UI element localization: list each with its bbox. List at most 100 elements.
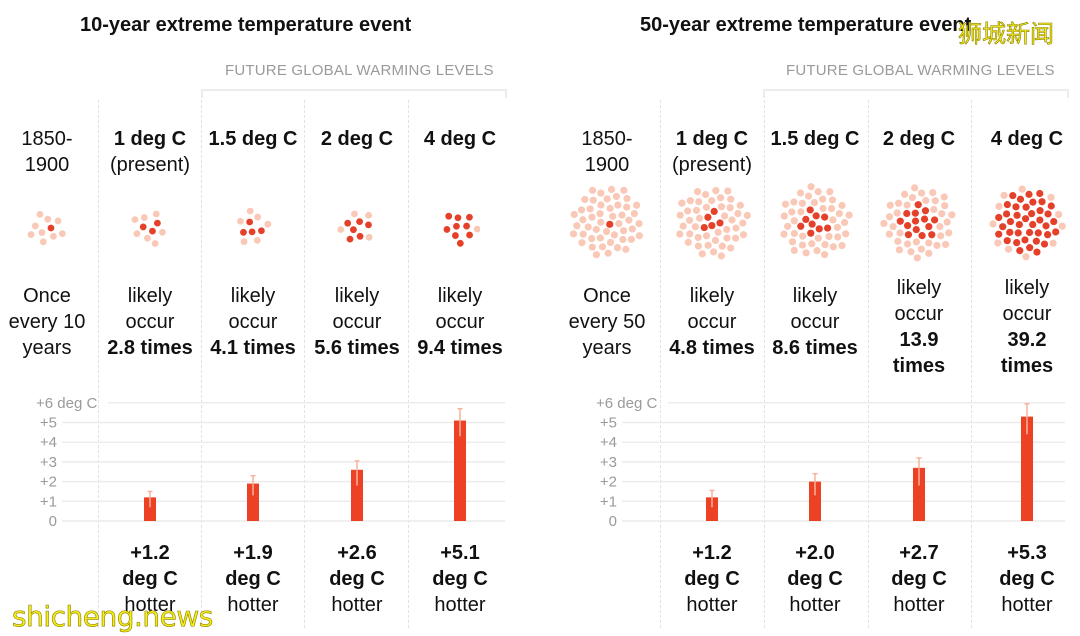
frequency-text: likely occur 4.8 times: [661, 283, 763, 361]
warming-level-label: 1.5 deg C: [208, 128, 298, 150]
dot-baseline: [821, 240, 829, 249]
dot-baseline: [597, 201, 605, 209]
temperature-increase-suffix: hotter: [331, 594, 383, 616]
dot-baseline: [925, 249, 933, 257]
dot-baseline: [44, 215, 52, 223]
dot-occurrence: [912, 225, 920, 234]
column-header: 4 deg C: [976, 126, 1078, 152]
dot-baseline: [38, 229, 46, 237]
dot-baseline: [630, 209, 638, 218]
warming-level-label: 1 deg C: [675, 128, 749, 150]
dot-baseline: [933, 241, 941, 250]
temperature-increase: +1.2 deg C hotter: [99, 540, 201, 618]
dot-baseline: [602, 227, 611, 236]
dot-baseline: [1000, 191, 1008, 199]
dot-baseline: [614, 201, 622, 209]
frequency-dot-cluster: [880, 184, 956, 262]
dot-baseline: [684, 238, 692, 246]
y-tick-label: +5: [600, 415, 617, 432]
frequency-description: likely occur: [1002, 277, 1052, 325]
dot-baseline: [814, 234, 822, 242]
dot-baseline: [840, 218, 849, 227]
dot-occurrence: [466, 213, 473, 221]
dot-occurrence: [1021, 215, 1030, 223]
dot-baseline: [337, 226, 345, 233]
panel-50-year: 50-year extreme temperature event FUTURE…: [560, 0, 1080, 636]
dot-baseline: [632, 201, 641, 209]
y-tick-label: +6 deg C: [596, 395, 657, 412]
dot-occurrence: [1033, 248, 1041, 256]
dot-baseline: [692, 206, 701, 214]
dot-occurrence: [149, 227, 156, 235]
bar: [454, 420, 466, 521]
dot-baseline: [931, 197, 939, 205]
dot-baseline: [708, 197, 716, 205]
dot-occurrence: [1044, 210, 1052, 218]
dot-baseline: [152, 210, 160, 218]
dot-baseline: [994, 239, 1002, 247]
dot-occurrence: [1003, 200, 1011, 209]
warming-level-label: 2 deg C: [882, 128, 956, 150]
dot-occurrence: [1014, 229, 1022, 237]
dot-baseline: [723, 234, 731, 242]
dot-baseline: [704, 241, 712, 249]
y-tick-label: +2: [600, 474, 617, 491]
dot-baseline: [917, 189, 926, 197]
dot-baseline: [635, 232, 643, 240]
dot-occurrence: [1047, 202, 1055, 210]
dot-occurrence: [139, 223, 147, 231]
dot-baseline: [1054, 210, 1063, 219]
column-header: 1850- 1900: [0, 126, 98, 178]
dot-baseline: [606, 238, 615, 247]
period-label: 1850- 1900: [581, 128, 633, 176]
dot-occurrence: [456, 239, 464, 247]
column-header: 2 deg C: [306, 126, 408, 152]
frequency-description: Once every 10 years: [8, 285, 86, 359]
frequency-multiplier: 4.1 times: [210, 337, 296, 359]
dot-baseline: [686, 230, 694, 238]
frequency-description: likely occur: [687, 285, 737, 333]
dot-baseline: [945, 229, 953, 237]
dot-baseline: [804, 192, 813, 200]
dot-baseline: [622, 245, 630, 253]
dot-baseline: [821, 251, 829, 259]
dot-occurrence: [806, 206, 814, 214]
dot-occurrence: [1036, 216, 1044, 224]
frequency-dot-cluster: [780, 183, 853, 259]
y-tick-label: +3: [40, 454, 57, 471]
dot-baseline: [365, 211, 373, 219]
dot-baseline: [913, 254, 921, 262]
dot-baseline: [995, 202, 1003, 210]
dot-occurrence: [911, 209, 919, 217]
dot-baseline: [365, 233, 373, 241]
bar-chart-50-year: 0 +1 +2 +3 +4 +5 +6 deg C: [596, 395, 1065, 530]
dot-baseline: [845, 211, 853, 219]
temperature-increase-value: +5.3 deg C: [999, 542, 1055, 590]
dot-occurrence: [258, 227, 265, 235]
dot-occurrence: [47, 224, 55, 232]
frequency-text: likely occur 8.6 times: [764, 283, 866, 361]
frequency-description: likely occur: [790, 285, 840, 333]
future-warming-label: FUTURE GLOBAL WARMING LEVELS: [786, 62, 1055, 79]
warming-level-label: 2 deg C: [320, 128, 394, 150]
dot-occurrence: [356, 232, 364, 240]
dot-baseline: [615, 219, 623, 228]
temperature-increase-value: +2.6 deg C: [329, 542, 385, 590]
dot-baseline: [796, 189, 805, 197]
dot-baseline: [828, 196, 837, 204]
frequency-text: likely occur 9.4 times: [409, 283, 511, 361]
dot-occurrence: [1002, 210, 1011, 218]
dot-occurrence: [1038, 198, 1046, 206]
dot-baseline: [702, 190, 710, 199]
dot-baseline: [151, 240, 159, 247]
dot-baseline: [1018, 185, 1026, 193]
dot-occurrence: [356, 218, 363, 226]
dot-baseline: [31, 222, 39, 230]
y-tick-label: +5: [40, 415, 57, 432]
dot-occurrence: [802, 215, 810, 224]
dot-baseline: [826, 188, 834, 196]
dot-baseline: [627, 235, 636, 243]
dot-baseline: [734, 209, 742, 218]
dot-baseline: [784, 222, 792, 230]
frequency-description: likely occur: [332, 285, 382, 333]
